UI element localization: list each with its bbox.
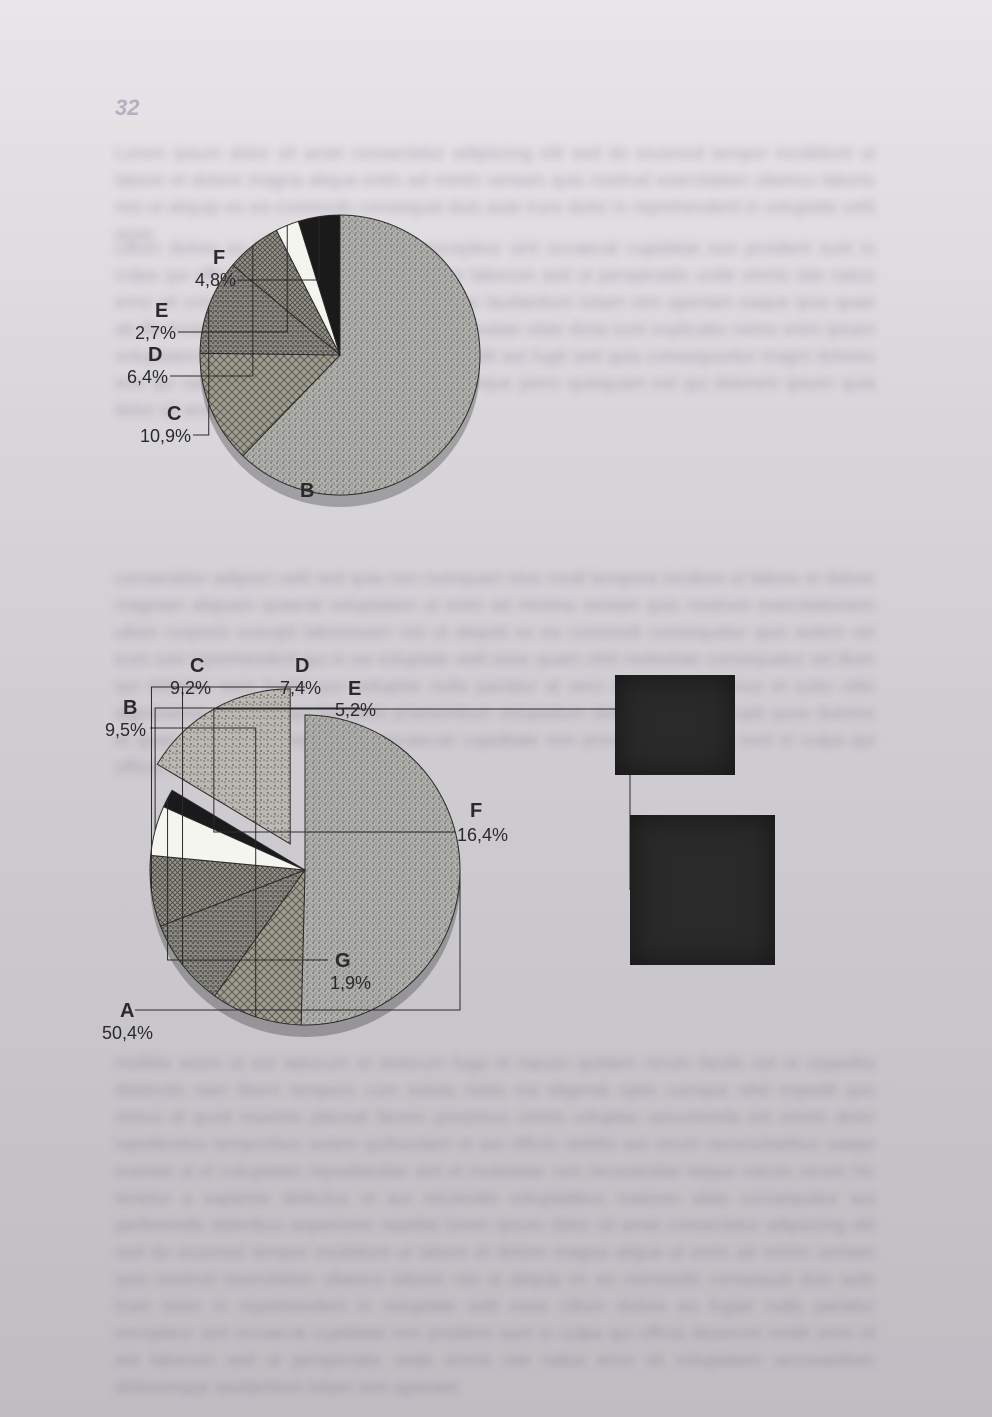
chart2-label-C-pct: 9,2% [170,678,211,699]
pie-slice-A [301,715,460,1025]
chart2-label-D-letter: D [295,655,309,678]
dark-box-2 [630,815,775,965]
chart2-label-B-letter: B [123,697,137,720]
chart2-label-C-letter: C [190,655,204,678]
chart2-label-A-pct: 50,4% [102,1023,153,1044]
chart2-label-E-pct: 5,2% [335,700,376,721]
chart2-label-E-letter: E [348,678,361,701]
chart2-label-G-letter: G [335,950,351,973]
chart2-label-F-letter: F [470,800,482,823]
chart2-label-B-pct: 9,5% [105,720,146,741]
chart2-label-F-pct: 16,4% [457,825,508,846]
chart2-label-D-pct: 7,4% [280,678,321,699]
chart2-label-G-pct: 1,9% [330,973,371,994]
chart2-label-A-letter: A [120,1000,134,1023]
dark-box-1 [615,675,735,775]
pie-chart-2-slices [135,687,630,1037]
